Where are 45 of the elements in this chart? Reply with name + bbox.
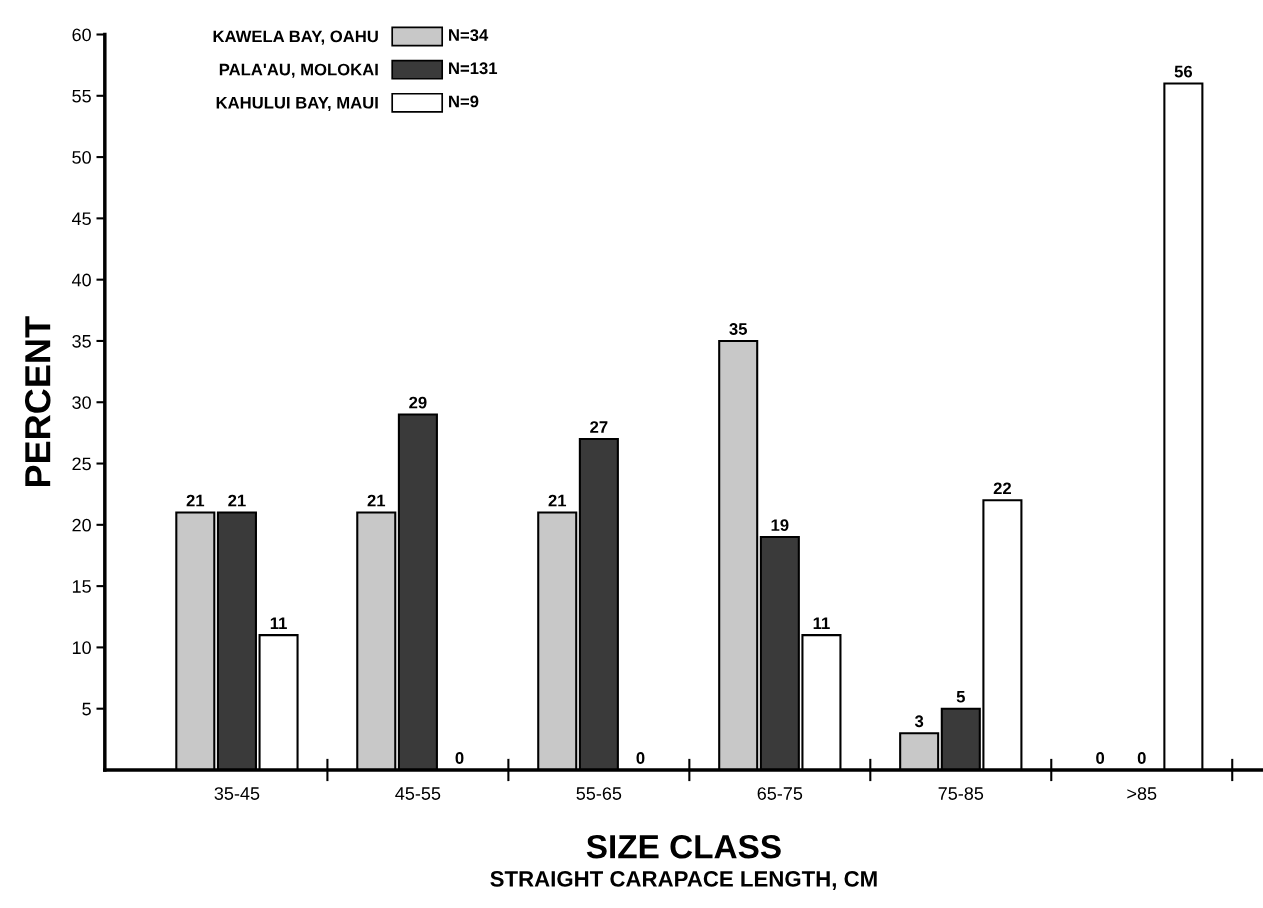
x-tick-label: 35-45	[214, 787, 260, 800]
data-label: 5	[956, 690, 965, 703]
data-label: 11	[270, 617, 287, 629]
y-tick-label: 60	[72, 28, 91, 42]
data-label: 21	[367, 494, 386, 507]
y-tick-label: 10	[72, 641, 91, 655]
data-label: 21	[186, 494, 205, 507]
y-tick-label: 50	[72, 151, 91, 164]
data-label: 22	[993, 482, 1012, 495]
data-label: 35	[729, 323, 748, 335]
data-label: 21	[228, 494, 246, 507]
data-label: 0	[1137, 752, 1146, 764]
data-label: 56	[1174, 65, 1193, 78]
annotation: N=34	[449, 29, 489, 42]
x-axis-title: SIZE CLASS	[586, 834, 781, 859]
x-tick-label: 75-85	[938, 787, 984, 800]
y-tick-label: 20	[72, 518, 91, 532]
data-label: 29	[409, 396, 427, 409]
data-label: 0	[636, 752, 645, 764]
y-tick-label: 55	[72, 89, 91, 103]
text: STRAIGHT CARAPACE LENGTH, CM	[490, 870, 877, 890]
data-label: 3	[914, 715, 924, 728]
y-tick-label: 15	[72, 580, 91, 593]
legend-label: PALA'AU, MOLOKAI	[219, 63, 378, 78]
legend-label: KAWELA BAY, OAHU	[213, 30, 378, 45]
y-tick-label: 25	[72, 457, 91, 471]
annotation: N=9	[449, 95, 479, 108]
legend-label: KAHULUI BAY, MAUI	[216, 96, 378, 112]
x-tick-label: 45-55	[395, 787, 441, 800]
y-axis-title: PERCENT	[24, 316, 51, 487]
x-tick-label: >85	[1127, 787, 1157, 800]
y-tick-label: 45	[71, 212, 91, 226]
data-label: 11	[813, 617, 830, 629]
data-label: 0	[1096, 752, 1105, 764]
annotation: N=131	[449, 62, 498, 75]
x-tick-label: 65-75	[757, 787, 803, 800]
x-tick-label: 55-65	[576, 787, 622, 800]
data-label: 27	[590, 421, 608, 433]
y-tick-label: 40	[71, 273, 91, 287]
data-label: 21	[548, 494, 567, 507]
y-tick-label: 30	[72, 396, 91, 409]
y-tick-label: 35	[72, 334, 91, 348]
y-tick-label: 5	[82, 702, 91, 716]
data-label: 19	[771, 519, 789, 532]
data-label: 0	[455, 752, 464, 764]
